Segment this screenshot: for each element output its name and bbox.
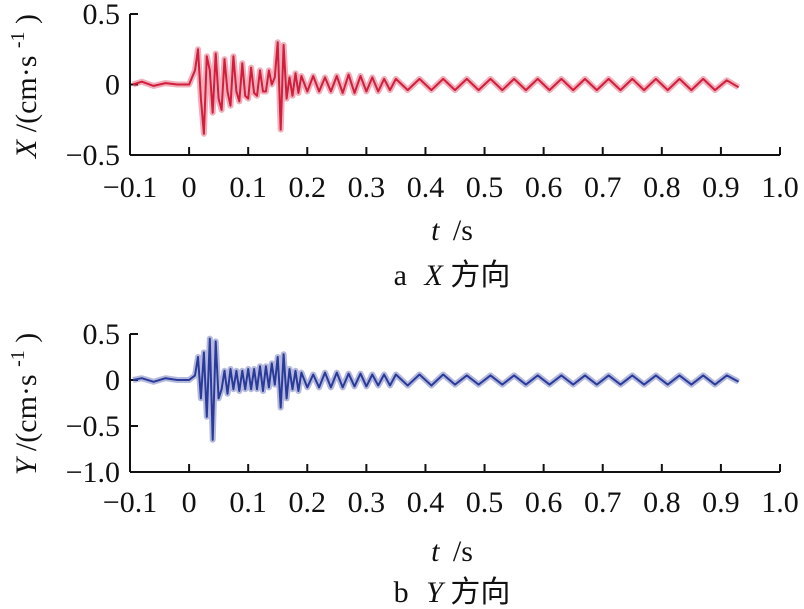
panel-b-x-tick-label: 0.9 xyxy=(702,486,740,519)
panel-a-y-axis-var: X xyxy=(10,138,43,159)
panel-b-y-direction: Y /(cm·s -1 ) 0.5 0 −0.5 −1.0−0.1 0 0.1 0.2 0.3… xyxy=(0,318,799,609)
panel-b-plot-area xyxy=(132,335,741,443)
panel-a-plot-area xyxy=(132,39,741,137)
panel-a-y-axis-title: X /(cm·s -1 ) xyxy=(0,14,43,159)
panel-b-x-axis-var: t xyxy=(431,535,440,568)
panel-b-y-tick-label: −0.5 xyxy=(66,410,120,443)
panel-b-x-tick-label: 0 xyxy=(182,486,197,519)
panel-b-y-tick-label: 0 xyxy=(105,364,120,397)
panel-a-x-tick-label: 0.6 xyxy=(525,171,563,204)
panel-a-x-tick-label: 0.9 xyxy=(702,171,740,204)
panel-a-x-tick-label: 0.2 xyxy=(289,171,327,204)
panel-b-x-tick-label: 0.3 xyxy=(348,486,386,519)
panel-a-y-tick-label: 0.5 xyxy=(83,0,121,31)
panel-a-x-tick-label: 0.1 xyxy=(229,171,267,204)
panel-a-y-tick-label: −0.5 xyxy=(66,139,120,172)
panel-b-y-tick-label: 0.5 xyxy=(83,318,121,351)
panel-a-caption-letter: a xyxy=(394,259,407,292)
panel-b-x-tick-label: 0.1 xyxy=(229,486,267,519)
panel-b-caption-var: Y xyxy=(426,576,446,609)
panel-a-y-axis-close: ) xyxy=(10,14,43,24)
panel-a-x-axis-var: t xyxy=(431,214,440,247)
panel-b-x-axis-unit: /s xyxy=(453,535,473,568)
panel-b-x-tick-label: 0.6 xyxy=(525,486,563,519)
panel-a-caption-var: X xyxy=(424,259,445,292)
panel-b-x-axis-title: t /s xyxy=(431,535,473,568)
panel-a-y-axis-exp: -1 xyxy=(7,31,29,48)
panel-a-x-tick-label: 0.5 xyxy=(466,171,504,204)
panel-b-series-halo xyxy=(132,335,741,443)
panel-a-y-axis-unit: /(cm·s xyxy=(10,56,43,133)
panel-a-x-axis-unit: /s xyxy=(453,214,473,247)
panel-a-x-tick-label: 0.4 xyxy=(407,171,445,204)
panel-a-x-tick-label: 1.0 xyxy=(761,171,799,204)
panel-a-series-line xyxy=(132,41,740,135)
panel-b-series-line xyxy=(132,337,740,441)
panel-a-x-direction: X /(cm·s -1 ) 0.50−0.5−0.1 0 0.1 0.2 0.3 0.4 0… xyxy=(0,0,799,292)
panel-a-y-tick-label: 0 xyxy=(105,69,120,102)
panel-b-caption-dir: 方向 xyxy=(450,576,510,609)
panel-b-x-tick-label: 0.8 xyxy=(643,486,681,519)
panel-b-caption: b Y 方向 xyxy=(394,576,511,609)
panel-b-y-tick-label: −1.0 xyxy=(66,456,120,489)
panel-b-y-axis-close: ) xyxy=(10,333,43,343)
panel-a-x-axis-title: t /s xyxy=(431,214,473,247)
panel-a-x-tick-label: 0 xyxy=(182,171,197,204)
panel-b-x-tick-label: 0.5 xyxy=(466,486,504,519)
panel-b-caption-letter: b xyxy=(394,576,409,609)
panel-b-y-axis-var: Y xyxy=(10,455,43,475)
panel-b-x-tick-label: 0.4 xyxy=(407,486,445,519)
panel-b-axes: 0.5 0 −0.5 −1.0−0.1 0 0.1 0.2 0.3 0.4 0.5 0.6 0.7 0.… xyxy=(66,318,799,519)
panel-b-x-tick-label: −0.1 xyxy=(103,486,157,519)
panel-b-x-tick-label: 0.2 xyxy=(289,486,327,519)
panel-a-caption: a X 方向 xyxy=(394,259,511,292)
panel-b-x-tick-label: 0.7 xyxy=(584,486,622,519)
panel-a-x-tick-label: 0.8 xyxy=(643,171,681,204)
panel-a-x-tick-label: −0.1 xyxy=(103,171,157,204)
panel-b-y-axis-title: Y /(cm·s -1 ) xyxy=(0,333,43,476)
panel-a-caption-dir: 方向 xyxy=(450,259,510,292)
panel-b-y-axis-exp: -1 xyxy=(7,350,29,367)
panel-a-x-tick-label: 0.7 xyxy=(584,171,622,204)
panel-b-y-axis-unit: /(cm·s xyxy=(10,374,43,451)
panel-a-axes: 0.5 0 −0.5−0.1 0 0.1 0.2 0.3 0.4 0.5 0.6 0.7 0.8 0.9… xyxy=(66,0,799,204)
panel-b-x-tick-label: 1.0 xyxy=(761,486,799,519)
panel-a-x-tick-label: 0.3 xyxy=(348,171,386,204)
